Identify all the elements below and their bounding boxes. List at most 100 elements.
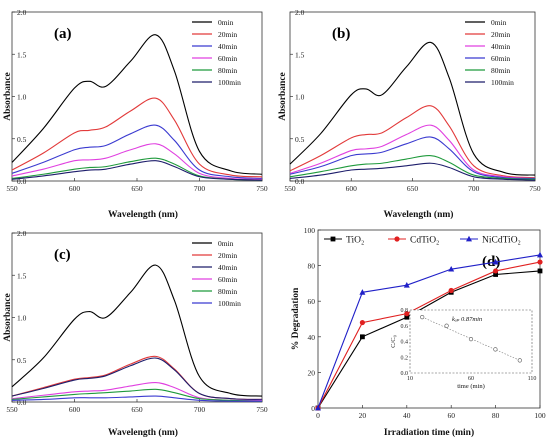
- inset-y-tick-label: 0.8: [401, 308, 409, 314]
- y-tick-label: 1.0: [17, 93, 27, 102]
- series-line-40min: [11, 124, 263, 180]
- legend-entry: 40min: [218, 263, 237, 272]
- x-tick-label: 700: [468, 184, 480, 193]
- y-tick-label: 0.0: [17, 398, 27, 407]
- panel-label: (c): [54, 247, 71, 263]
- series-line-40min: [11, 357, 263, 401]
- inset-annotation: kₐₚ 0.87min: [452, 316, 482, 323]
- legend-entry: 80min: [491, 66, 510, 75]
- inset-x-axis-label: time (min): [457, 383, 485, 390]
- series-line-100min: [11, 160, 263, 181]
- x-tick-label: 40: [403, 411, 411, 420]
- x-tick-label: 100: [534, 411, 546, 420]
- y-tick-label: 0.0: [17, 177, 27, 186]
- legend-entry: 100min: [491, 78, 514, 87]
- data-point: [448, 287, 454, 294]
- data-point: [404, 311, 410, 317]
- y-tick-label: 1.0: [295, 93, 305, 102]
- x-tick-label: 750: [256, 184, 268, 193]
- inset-x-tick-label: 110: [528, 376, 537, 382]
- legend-entry: 0min: [491, 18, 507, 27]
- series-line-80min: [289, 155, 536, 180]
- legend-entry: 100min: [218, 78, 241, 87]
- inset-data-point: [420, 314, 425, 320]
- x-tick-label: 550: [284, 184, 296, 193]
- inset-y-tick-label: 0.2: [401, 355, 409, 361]
- inset-data-point: [468, 337, 474, 342]
- data-point: [359, 319, 365, 326]
- y-tick-label: 1.5: [295, 50, 305, 59]
- legend-entry: 20min: [491, 30, 510, 39]
- data-point: [492, 258, 499, 265]
- y-tick-label: 0.5: [17, 356, 27, 365]
- data-point: [315, 404, 321, 411]
- x-tick-label: 20: [359, 411, 367, 420]
- series-line-0min: [11, 264, 263, 397]
- x-tick-label: 550: [6, 184, 18, 193]
- panel-label: (d): [482, 254, 500, 270]
- series-line-TiO₂: [317, 270, 541, 409]
- y-tick-label: 100: [304, 226, 316, 235]
- inset-data-point: [493, 347, 498, 352]
- series-line-100min: [289, 162, 536, 181]
- y-axis-label: Absorbance: [3, 72, 13, 121]
- x-axis-label: Wavelength (nm): [108, 427, 178, 438]
- plot-frame: [317, 229, 541, 409]
- y-tick-label: 2.0: [295, 8, 305, 17]
- y-axis-label: Absorbance: [278, 72, 288, 121]
- inset-plot: 10 60 110 0.0 0.2 0.4 0.6 0.8 time (min) C/C₀ kₐₚ …: [390, 308, 536, 390]
- legend-entry: 40min: [491, 42, 510, 51]
- data-point: [537, 259, 543, 265]
- legend-entry: 60min: [491, 54, 510, 63]
- data-point: [404, 314, 410, 320]
- legend-entry: 20min: [218, 30, 237, 39]
- data-point: [493, 268, 499, 274]
- series-line-60min: [289, 136, 536, 180]
- legend-marker: [330, 236, 336, 242]
- legend-entry: 60min: [218, 54, 237, 63]
- data-point: [448, 265, 455, 272]
- x-tick-label: 80: [492, 411, 500, 420]
- inset-y-tick-label: 0.0: [401, 371, 409, 377]
- x-tick-label: 650: [407, 184, 419, 193]
- series-line-0min: [289, 41, 536, 176]
- data-point: [359, 289, 366, 295]
- x-tick-label: 650: [131, 405, 143, 414]
- y-tick-label: 0.0: [295, 177, 305, 186]
- series-line-CdTiO₂: [317, 261, 541, 409]
- legend-entry: 60min: [218, 275, 237, 284]
- y-tick-label: 0.5: [295, 135, 305, 144]
- panel-label: (a): [54, 26, 72, 42]
- x-tick-label: 600: [69, 184, 81, 193]
- panel-label: (b): [332, 26, 350, 42]
- inset-y-tick-label: 0.4: [401, 340, 409, 346]
- inset-data-point: [444, 323, 449, 328]
- legend-entry: 80min: [218, 66, 237, 75]
- legend-entry: 20min: [218, 251, 237, 260]
- legend-entry: 0min: [218, 239, 234, 248]
- series-line-80min: [11, 388, 263, 402]
- y-tick-label: 1.0: [17, 314, 27, 323]
- y-tick-label: 0.5: [17, 135, 27, 144]
- legend-marker: [466, 235, 472, 242]
- legend-entry: 40min: [218, 42, 237, 51]
- x-axis-label: Wavelength (nm): [108, 209, 178, 220]
- panel-a: 550 600 650 700 750 0.0 0.5 1.0 1.5 2.0 Wavelength…: [3, 8, 268, 220]
- y-tick-label: 60: [308, 297, 316, 306]
- data-point: [403, 281, 410, 288]
- y-tick-label: 1.5: [17, 50, 27, 59]
- series-line-0min: [11, 34, 263, 175]
- y-tick-label: 1.5: [17, 271, 27, 280]
- x-tick-label: 600: [346, 184, 358, 193]
- y-axis-label: Absorbance: [3, 293, 13, 342]
- y-tick-label: 0: [311, 404, 315, 413]
- series-line-100min: [11, 395, 263, 402]
- legend-marker: [394, 236, 400, 242]
- legend-entry: CdTiO₂: [410, 236, 439, 246]
- legend-entry: 80min: [218, 287, 237, 296]
- y-tick-label: 2.0: [17, 8, 27, 17]
- x-tick-label: 750: [529, 184, 541, 193]
- data-point: [537, 251, 543, 258]
- inset-frame: [409, 309, 533, 374]
